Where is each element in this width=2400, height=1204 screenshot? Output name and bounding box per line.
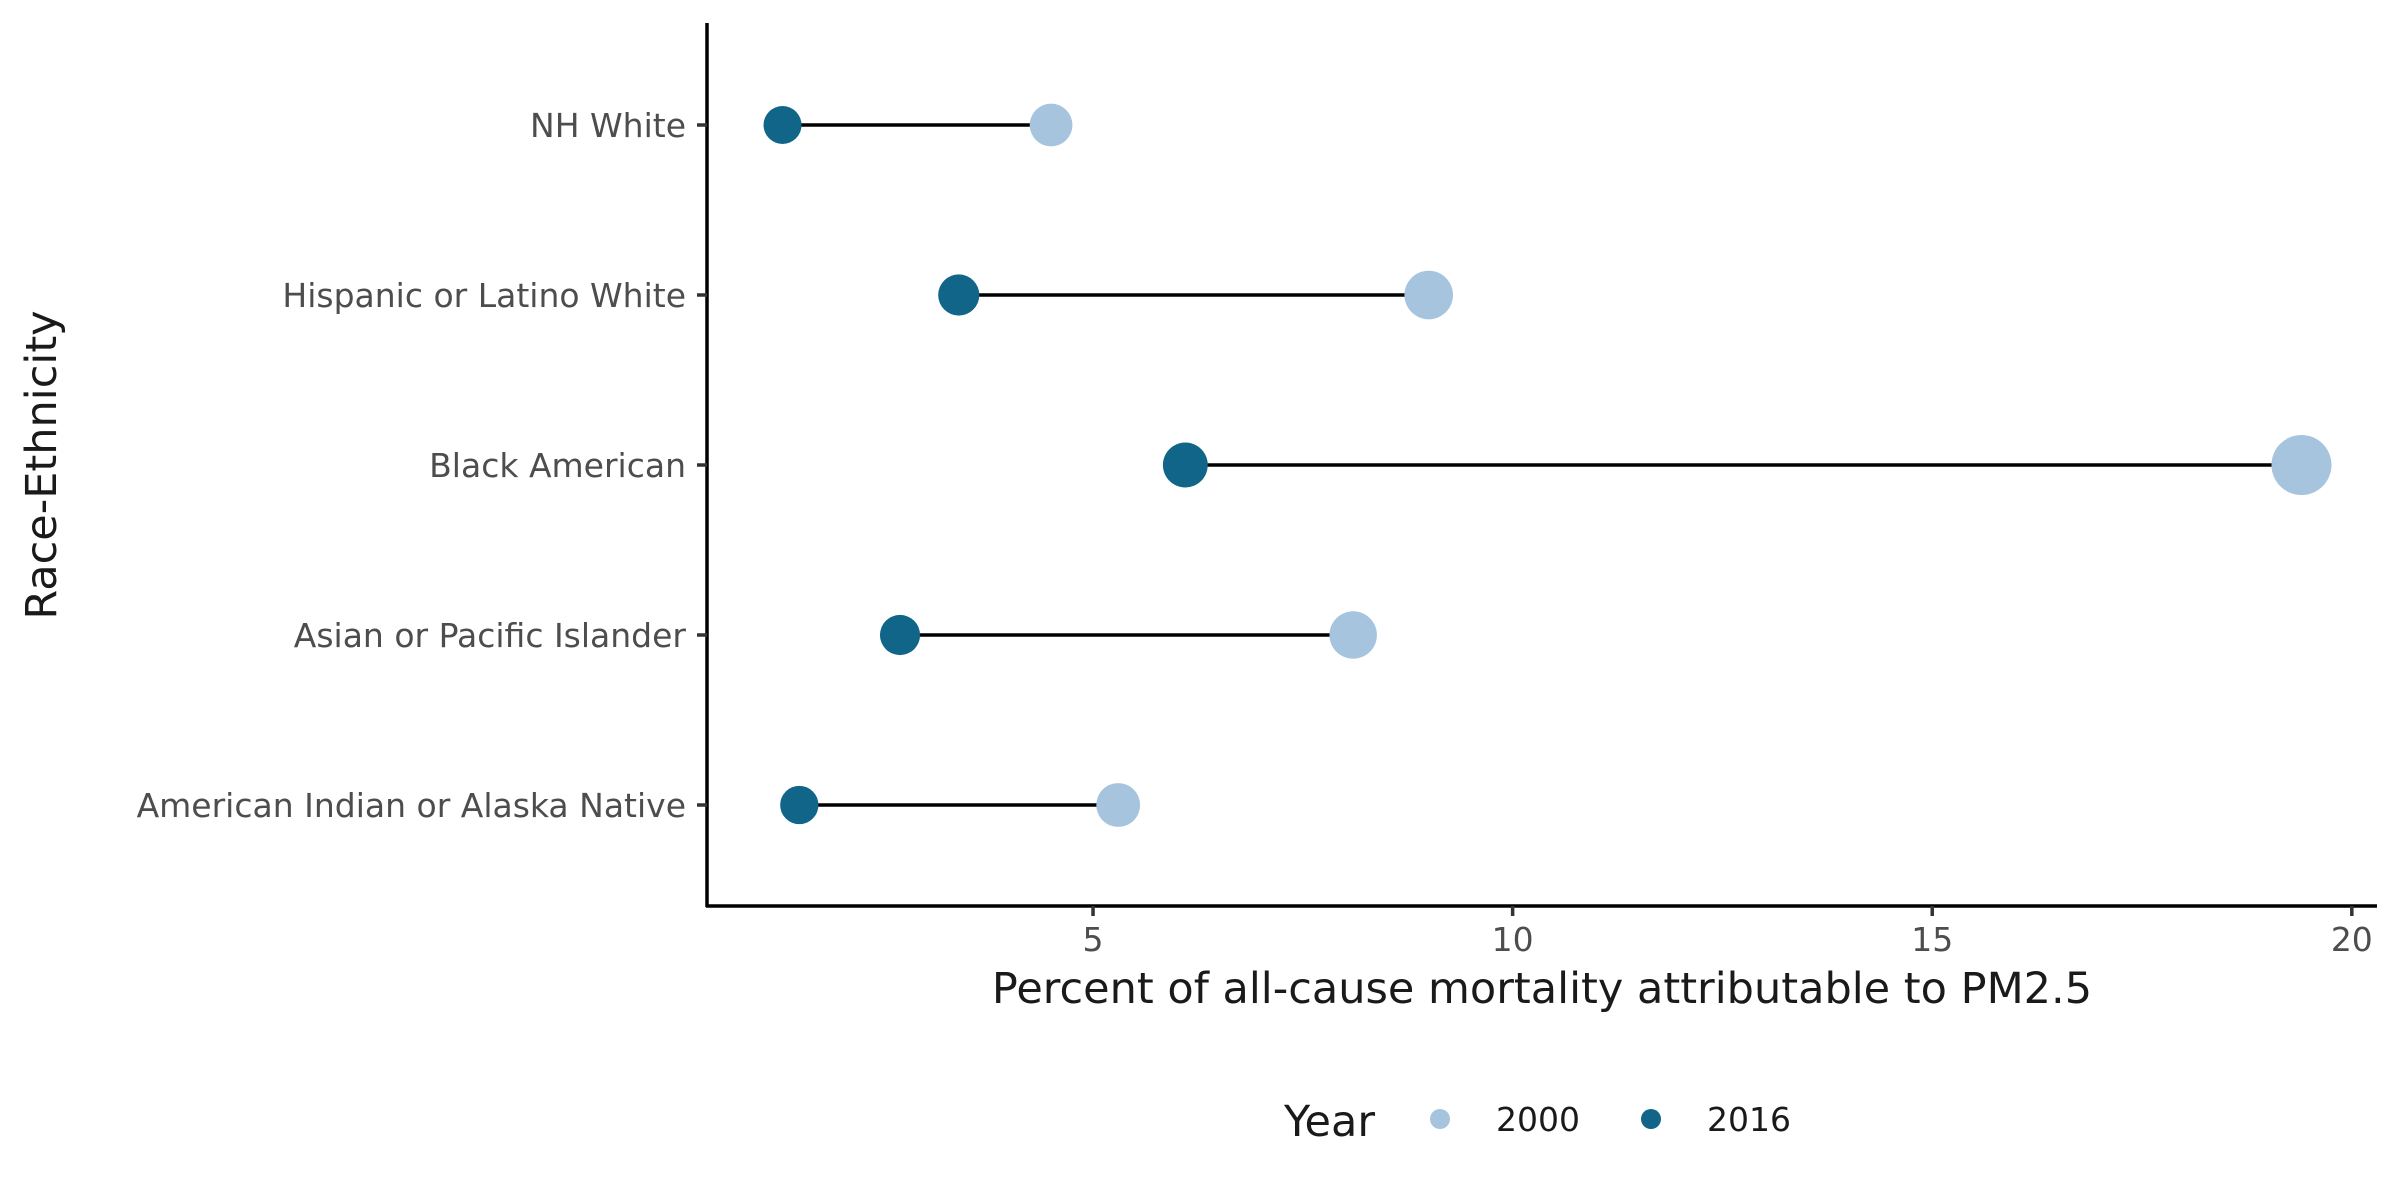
point-2016-black-american (1162, 442, 1208, 488)
x-tick-label: 10 (1492, 920, 1534, 959)
legend-key-2000 (1430, 1109, 1450, 1129)
x-tick-label: 15 (1911, 920, 1953, 959)
point-2000-black-american (2271, 435, 2332, 495)
y-tick-label: NH White (530, 106, 686, 145)
point-2000-asian-or-pacific-islander (1329, 611, 1377, 659)
point-2000-american-indian-or-alaska-native (1096, 783, 1141, 827)
point-2016-nh-white (763, 106, 802, 144)
point-2000-hispanic-or-latino-white (1404, 270, 1454, 320)
point-2016-hispanic-or-latino-white (938, 274, 980, 316)
y-tick-label: Black American (429, 446, 686, 485)
x-tick-label: 5 (1083, 920, 1104, 959)
x-axis-title: Percent of all-cause mortality attributa… (992, 964, 2092, 1014)
point-2016-american-indian-or-alaska-native (780, 785, 819, 825)
y-ticks-layer: NH White Hispanic or Latino White Black Am… (137, 106, 707, 825)
legend-key-2016 (1641, 1109, 1661, 1129)
legend: Year 2000 2016 (1283, 1097, 1791, 1147)
y-axis-title: Race-Ethnicity (17, 310, 67, 619)
marks-layer (763, 103, 2332, 827)
x-ticks-layer: 5 10 15 20 (1083, 906, 2373, 959)
legend-label-2016: 2016 (1707, 1100, 1791, 1139)
y-tick-label: American Indian or Alaska Native (137, 786, 686, 825)
y-tick-label: Asian or Pacific Islander (294, 616, 687, 655)
y-tick-label: Hispanic or Latino White (282, 276, 686, 315)
legend-label-2000: 2000 (1496, 1100, 1580, 1139)
point-2000-nh-white (1029, 103, 1073, 147)
x-tick-label: 20 (2331, 920, 2373, 959)
point-2016-asian-or-pacific-islander (879, 614, 921, 656)
legend-title: Year (1283, 1097, 1375, 1147)
